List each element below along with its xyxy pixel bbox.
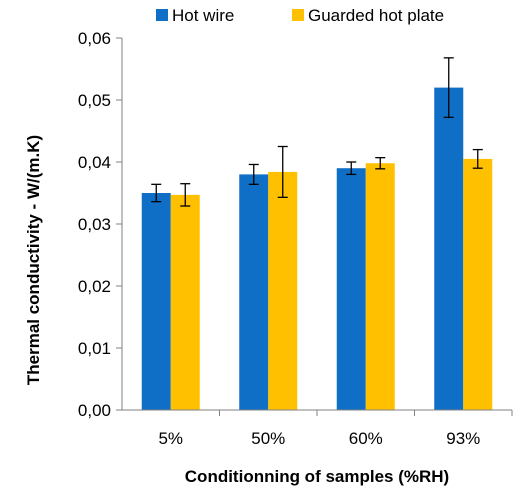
error-bar	[180, 183, 191, 207]
y-axis-title: Thermal conductivity - W/(m.K)	[24, 135, 43, 385]
bar-guarded-hot-plate	[463, 158, 493, 410]
bars	[141, 87, 493, 410]
bar-guarded-hot-plate	[268, 171, 298, 410]
axes: 0,00 0,01 0,02 0,03 0,04 0,05 0,06 5% 50% 60% 93%	[78, 29, 513, 448]
error-bar	[443, 57, 454, 119]
legend-swatch	[292, 9, 304, 21]
legend-item-guarded-hot-plate: Guarded hot plate	[292, 6, 444, 25]
bar-hot-wire	[434, 87, 464, 410]
y-tick-label: 0,00	[78, 401, 111, 420]
error-bar	[277, 145, 288, 198]
x-tick-label: 93%	[446, 429, 480, 448]
y-tick-label: 0,04	[78, 153, 111, 172]
x-tick-label: 50%	[251, 429, 285, 448]
legend: Hot wire Guarded hot plate	[156, 6, 444, 25]
y-tick-label: 0,06	[78, 29, 111, 48]
error-bar	[248, 163, 259, 185]
bar-hot-wire	[239, 174, 269, 410]
error-bar	[346, 161, 357, 176]
bar-guarded-hot-plate	[170, 194, 200, 410]
legend-label: Hot wire	[172, 6, 234, 25]
error-bar	[151, 183, 162, 203]
x-tick-label: 5%	[158, 429, 183, 448]
bar-hot-wire	[336, 168, 366, 410]
error-bars	[151, 57, 483, 207]
y-tick-label: 0,05	[78, 91, 111, 110]
bar-hot-wire	[141, 193, 171, 410]
y-tick-label: 0,03	[78, 215, 111, 234]
legend-swatch	[156, 9, 168, 21]
bar-guarded-hot-plate	[365, 163, 395, 410]
error-bar	[472, 148, 483, 169]
x-axis-title: Conditionning of samples (%RH)	[185, 467, 449, 486]
y-tick-label: 0,01	[78, 339, 111, 358]
legend-label: Guarded hot plate	[308, 6, 444, 25]
x-tick-label: 60%	[349, 429, 383, 448]
legend-item-hot-wire: Hot wire	[156, 6, 234, 25]
error-bar	[375, 157, 386, 170]
y-tick-label: 0,02	[78, 277, 111, 296]
